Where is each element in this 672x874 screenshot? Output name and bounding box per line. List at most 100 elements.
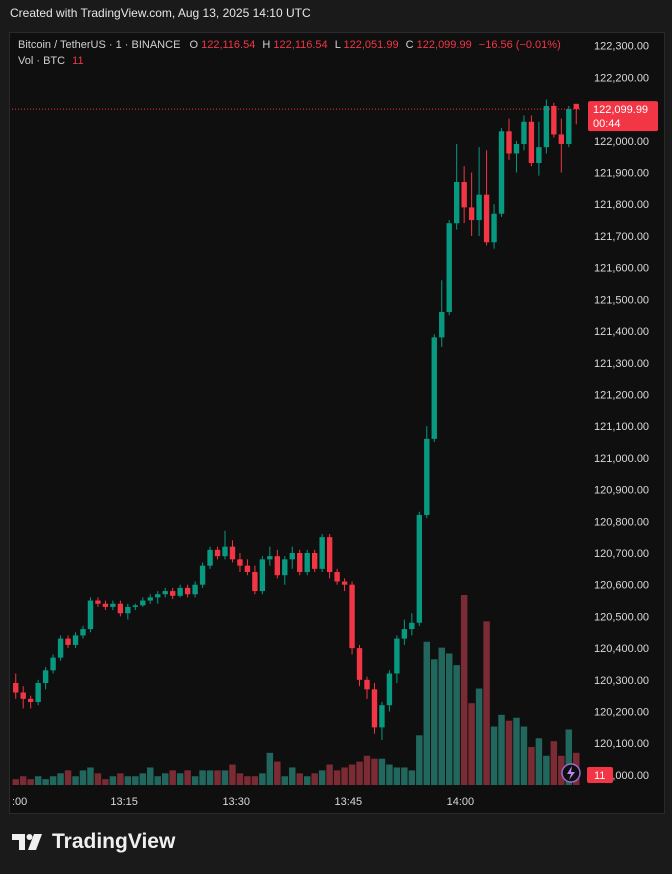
volume-bar <box>42 779 49 785</box>
volume-bar <box>214 770 221 785</box>
candle-body <box>506 131 512 154</box>
candle <box>169 587 176 599</box>
volume-bar <box>27 779 34 785</box>
candle <box>401 619 408 645</box>
tradingview-brand-text: TradingView <box>52 830 176 853</box>
volume-bar <box>505 720 513 785</box>
candle <box>341 578 348 592</box>
candle <box>13 673 19 699</box>
candle <box>439 280 445 347</box>
volume-bar <box>468 703 475 785</box>
candle <box>259 556 266 595</box>
volume-bar <box>378 758 386 785</box>
candle <box>424 426 430 519</box>
candle-body <box>132 605 139 607</box>
candle-body <box>558 134 565 144</box>
volume-bar <box>12 779 19 785</box>
candle-body <box>162 591 168 595</box>
volume-bar <box>333 770 341 785</box>
candle-body <box>155 594 161 598</box>
last-price-badge: 122,099.99 00:44 <box>588 101 658 132</box>
chart-pane[interactable]: Bitcoin / TetherUS · 1 · BINANCE O 122,1… <box>9 32 665 814</box>
candle-body <box>379 705 385 728</box>
volume-bar <box>259 773 266 785</box>
volume-bar <box>453 665 460 785</box>
volume-bar <box>79 770 87 785</box>
candle <box>65 635 71 649</box>
price-axis[interactable]: 122,300.00 122,200.00 122,000.00 121,900.00… <box>594 41 649 782</box>
volume-bar <box>94 773 102 785</box>
volume-bar <box>154 776 161 785</box>
volume-bar <box>296 773 303 785</box>
candle <box>214 546 221 560</box>
candle-body <box>431 337 437 439</box>
time-tick-label: 14:00 <box>447 796 475 808</box>
bolt-icon[interactable] <box>561 763 581 783</box>
candle <box>513 140 520 173</box>
volume-bar <box>117 773 124 785</box>
time-tick-label: 13:30 <box>222 796 250 808</box>
volume-bar <box>416 735 423 785</box>
candle <box>521 115 527 151</box>
candle <box>252 565 258 595</box>
volume-bar <box>460 595 468 785</box>
candle <box>162 587 168 598</box>
price-tick-label: 121,500.00 <box>594 294 649 306</box>
price-tick-label: 121,400.00 <box>594 326 649 338</box>
price-tick-label: 120,700.00 <box>594 548 649 560</box>
candle-body <box>259 559 266 592</box>
volume-bar <box>124 776 132 785</box>
candle <box>244 559 251 576</box>
candle <box>558 118 565 173</box>
volume-bar <box>87 767 94 785</box>
candle-body <box>394 638 400 674</box>
candle-body <box>491 213 497 243</box>
volume-badge: 11 <box>587 767 613 783</box>
candle <box>431 334 437 443</box>
volume-bar <box>102 779 109 785</box>
candle-body <box>334 572 340 582</box>
candle-body <box>461 182 467 208</box>
candle <box>476 147 482 236</box>
volume-badge-label: 11 <box>594 770 605 782</box>
candle <box>42 667 49 690</box>
volume-bar <box>535 738 543 785</box>
candle <box>282 556 288 585</box>
candle <box>453 143 460 230</box>
legend-open-value: 122,116.54 <box>201 39 255 51</box>
candle-body <box>573 103 579 110</box>
candle <box>57 635 64 661</box>
candle-body <box>237 559 243 566</box>
legend-close-value: 122,099.99 <box>417 39 472 51</box>
candle-countdown: 00:44 <box>593 118 621 130</box>
candlestick-chart[interactable]: Bitcoin / TetherUS · 1 · BINANCE O 122,1… <box>10 33 664 813</box>
candle-body <box>177 587 183 596</box>
legend-low-label: L <box>335 39 341 51</box>
volume-bar <box>565 729 573 785</box>
legend-high-value: 122,116.54 <box>273 39 327 51</box>
candle-body <box>386 673 393 706</box>
price-tick-label: 122,300.00 <box>594 41 649 53</box>
time-axis[interactable]: :00 13:15 13:30 13:45 14:00 <box>12 796 474 808</box>
candle-body <box>20 692 26 699</box>
candle-body <box>244 565 251 573</box>
candle <box>311 549 318 573</box>
candle-body <box>453 182 460 224</box>
candle-body <box>304 553 310 573</box>
volume-bar <box>445 653 453 785</box>
candle-body <box>483 194 490 243</box>
candle-body <box>274 556 281 576</box>
candle-body <box>125 606 131 614</box>
volume-bar <box>431 659 438 785</box>
price-tick-label: 121,700.00 <box>594 231 649 243</box>
volume-bar <box>408 770 416 785</box>
price-tick-label: 120,800.00 <box>594 516 649 528</box>
volume-bar <box>438 647 445 785</box>
candle <box>551 102 557 138</box>
volume-bar <box>386 764 393 785</box>
candle <box>207 546 213 569</box>
candle <box>528 115 535 167</box>
candle-body <box>72 635 79 645</box>
candle <box>566 105 572 148</box>
